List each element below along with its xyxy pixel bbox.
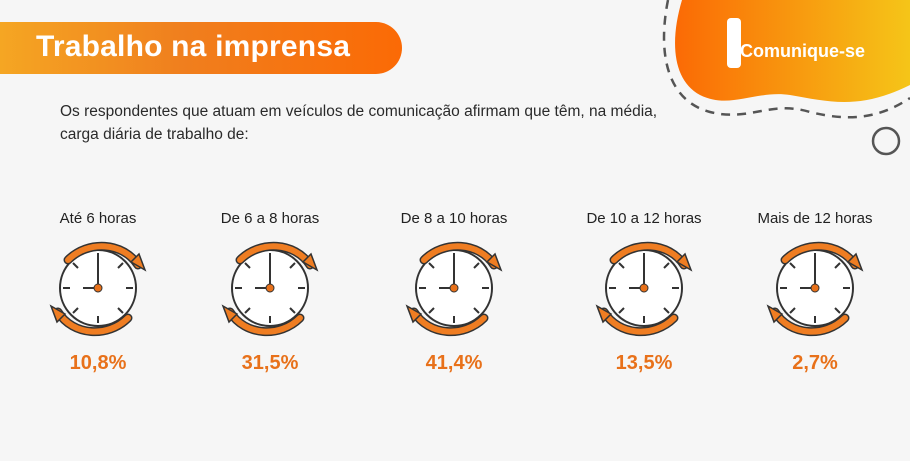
- workload-item: De 10 a 12 horas 13,5%: [564, 210, 724, 375]
- clock-icon: [49, 241, 147, 336]
- workload-item: Até 6 horas 10,8%: [18, 210, 178, 375]
- hours-label: De 10 a 12 horas: [586, 210, 702, 227]
- hours-label: Mais de 12 horas: [757, 210, 873, 227]
- clock-icon: [766, 241, 864, 336]
- title-banner: [0, 22, 402, 74]
- percentage-value: 2,7%: [792, 352, 838, 374]
- hours-label: De 8 a 10 horas: [400, 210, 508, 227]
- brand-name: Comunique-se: [740, 41, 866, 61]
- intro-text: Os respondentes que atuam em veículos de…: [60, 103, 658, 143]
- clock-icon: [595, 241, 693, 336]
- percentage-value: 13,5%: [615, 352, 673, 374]
- logo-icon: [727, 18, 741, 68]
- clock-icon: [405, 241, 503, 336]
- workload-item: De 8 a 10 horas 41,4%: [374, 210, 534, 375]
- brand-logo-blob: [662, 0, 910, 156]
- hours-label: Até 6 horas: [59, 210, 137, 227]
- page-title: Trabalho na imprensa: [36, 30, 351, 63]
- percentage-value: 31,5%: [241, 352, 299, 374]
- clock-icon: [221, 241, 319, 336]
- percentage-value: 41,4%: [425, 352, 483, 374]
- workload-item: Mais de 12 horas 2,7%: [735, 210, 895, 375]
- workload-item: De 6 a 8 horas 31,5%: [190, 210, 350, 375]
- percentage-value: 10,8%: [69, 352, 127, 374]
- hours-label: De 6 a 8 horas: [220, 210, 320, 227]
